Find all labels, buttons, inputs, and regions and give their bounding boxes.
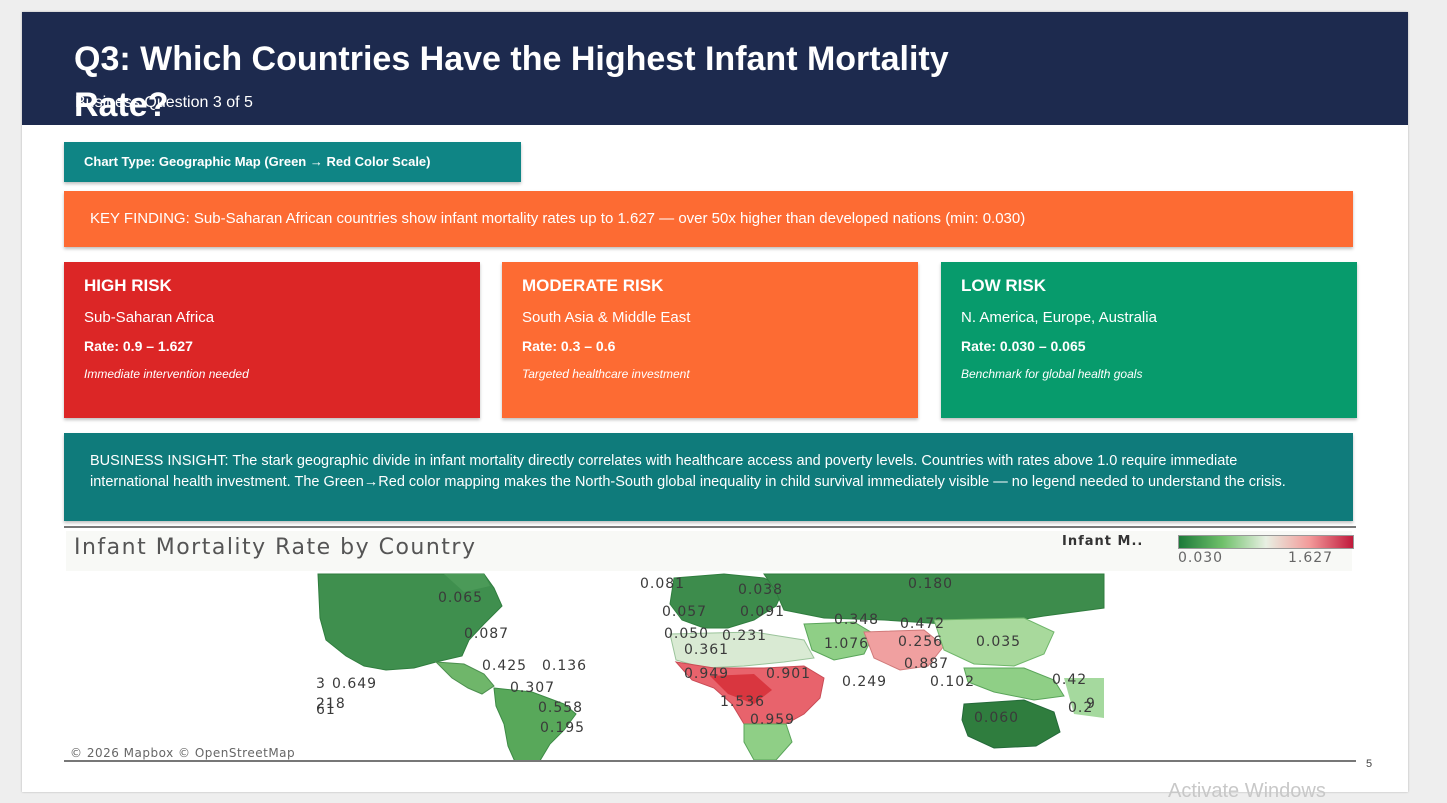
map-title: Infant Mortality Rate by Country [74,535,477,560]
legend-max-label: 1.627 [1288,550,1334,566]
region-central-america [434,661,495,695]
card-title: LOW RISK [961,276,1046,295]
card-region: Sub-Saharan Africa [84,309,215,326]
region-australia [961,699,1061,749]
map-value-label: 0.901 [766,666,811,682]
map-value-label: 0.959 [750,712,795,728]
map-value-label: 61 [316,702,336,718]
card-note: Benchmark for global health goals [961,367,1143,381]
card-region: N. America, Europe, Australia [961,309,1157,326]
map-value-label: 0.649 [332,676,377,692]
map-value-label: 0.102 [930,674,975,690]
map-value-label: 0.425 [482,658,527,674]
map-attribution: © 2026 Mapbox © OpenStreetMap [70,746,296,760]
map-value-label: 0.558 [538,700,583,716]
map-value-label: 0.307 [510,680,555,696]
chart-type-banner: Chart Type: Geographic Map (Green → Red … [64,142,521,182]
business-insight-banner: BUSINESS INSIGHT: The stark geographic d… [64,433,1353,521]
map-value-label: 0.249 [842,674,887,690]
map-value-label: 0.060 [974,710,1019,726]
map-header: Infant Mortality Rate by Country Infant … [66,531,1354,571]
region-middle-east [803,621,875,661]
map-value-label: 0.038 [738,582,783,598]
map-value-label: 1.076 [824,636,869,652]
card-rate: Rate: 0.9 – 1.627 [84,338,193,354]
map-value-label: 0.136 [542,658,587,674]
map-value-label: 0.035 [976,634,1021,650]
map-value-label: 0.2 [1068,700,1093,716]
slide-header: Q3: Which Countries Have the Highest Inf… [22,12,1408,125]
activate-windows-watermark: Activate Windows [1168,780,1326,802]
key-finding-banner: KEY FINDING: Sub-Saharan African countri… [64,191,1353,247]
map-value-labels: 0.065 0.087 0.081 0.038 0.180 0.057 0.091 0.050… [316,576,1096,736]
map-value-label: 0.091 [740,604,785,620]
moderate-risk-card: MODERATE RISK South Asia & Middle East R… [502,262,918,418]
high-risk-card: HIGH RISK Sub-Saharan Africa Rate: 0.9 –… [64,262,480,418]
region-south-asia [863,629,945,671]
region-europe [669,573,785,629]
map-value-label: 0.050 [664,626,709,642]
map-value-label: 0.057 [662,604,707,620]
map-value-label: 0.231 [722,628,767,644]
card-rate: Rate: 0.3 – 0.6 [522,338,616,354]
map-value-label: 0.887 [904,656,949,672]
card-rate: Rate: 0.030 – 0.065 [961,338,1086,354]
region-southern-africa [743,723,793,760]
map-value-label: 0.472 [900,616,945,632]
map-value-label: 3 [316,676,326,692]
region-north-america [317,573,503,671]
map-value-label: 0.087 [464,626,509,642]
card-note: Immediate intervention needed [84,367,249,381]
card-title: MODERATE RISK [522,276,664,295]
card-title: HIGH RISK [84,276,172,295]
card-region: South Asia & Middle East [522,309,691,326]
map-value-label: 0.361 [684,642,729,658]
region-southeast-asia [963,667,1065,701]
legend-min-label: 0.030 [1178,550,1224,566]
legend-color-scale [1178,535,1354,549]
map-value-label: 0.065 [438,590,483,606]
map-value-label: 0.180 [908,576,953,592]
map-visual[interactable]: 0.065 0.087 0.081 0.038 0.180 0.057 0.091 0.050… [64,526,1356,762]
map-value-label: 9 [1086,696,1096,712]
card-note: Targeted healthcare investment [522,367,690,381]
map-value-label: 0.081 [640,576,685,592]
map-value-label: 0.348 [834,612,879,628]
slide: Q3: Which Countries Have the Highest Inf… [22,12,1408,792]
page-number: 5 [1366,758,1373,770]
map-value-label: 0.42 [1052,672,1087,688]
region-south-america [493,687,577,760]
map-value-label: 0.195 [540,720,585,736]
slide-title: Q3: Which Countries Have the Highest Inf… [74,40,949,124]
slide-subtitle: Business Question 3 of 5 [75,94,253,111]
legend-title: Infant M.. [1062,534,1144,549]
map-value-label: 218 [316,696,346,712]
map-value-label: 0.256 [898,634,943,650]
region-north-africa [669,631,815,669]
map-value-label: 0.949 [684,666,729,682]
low-risk-card: LOW RISK N. America, Europe, Australia R… [941,262,1357,418]
region-east-asia [933,617,1055,667]
map-value-label: 1.536 [720,694,765,710]
